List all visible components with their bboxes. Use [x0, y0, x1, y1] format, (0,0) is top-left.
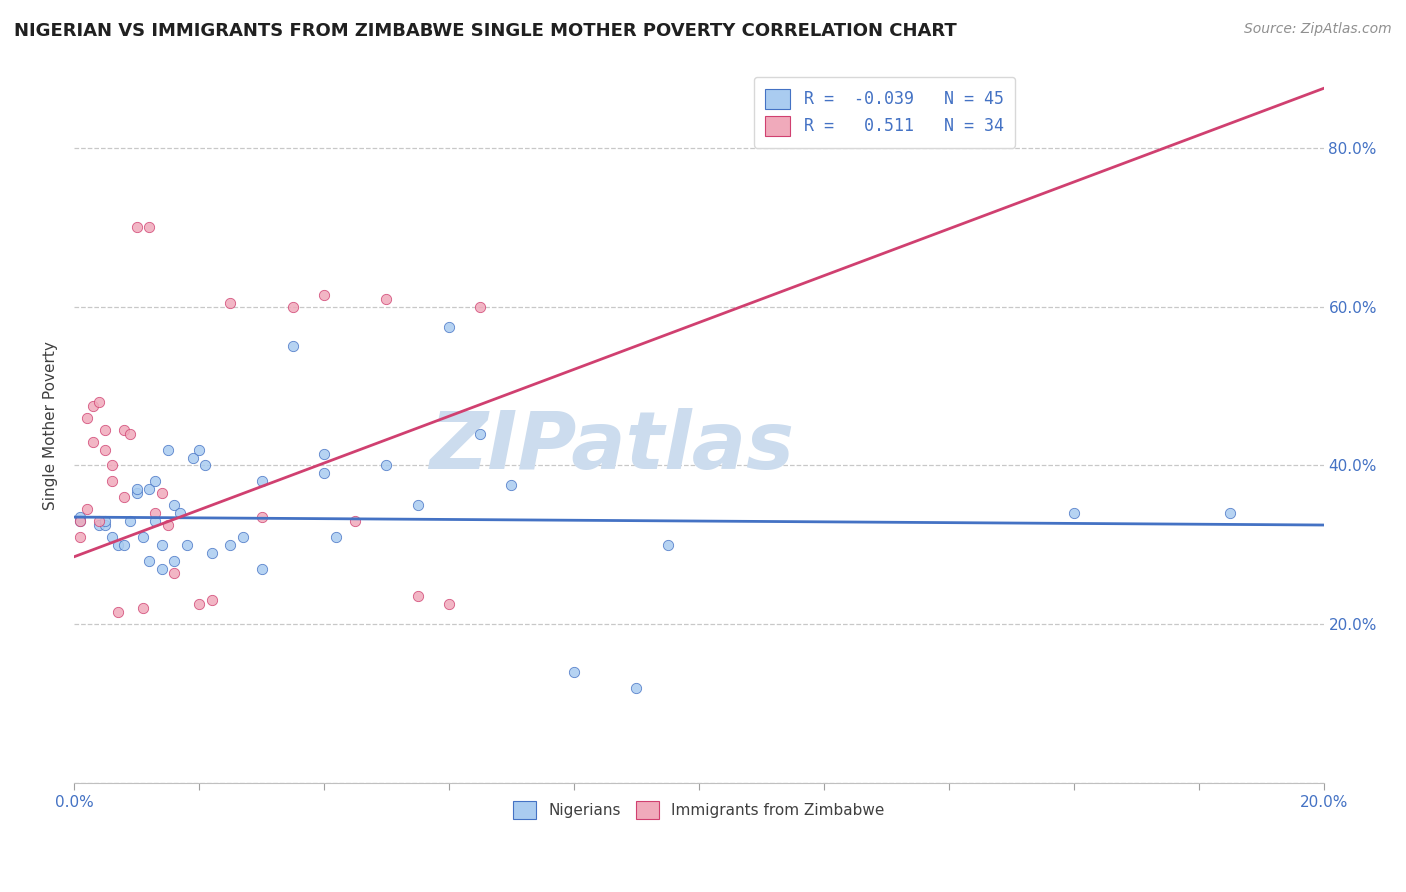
Point [194, 458, 217, 473]
Point [87, 395, 110, 409]
Point [132, 530, 155, 544]
Point [143, 514, 166, 528]
Point [219, 538, 242, 552]
Point [1063, 506, 1085, 520]
Point [470, 300, 492, 314]
Point [120, 426, 142, 441]
Point [163, 566, 186, 580]
Point [125, 220, 148, 235]
Point [143, 506, 166, 520]
Point [1219, 506, 1241, 520]
Point [188, 598, 211, 612]
Point [100, 475, 122, 489]
Point [112, 490, 135, 504]
Point [138, 483, 160, 497]
Point [107, 538, 129, 552]
Text: NIGERIAN VS IMMIGRANTS FROM ZIMBABWE SINGLE MOTHER POVERTY CORRELATION CHART: NIGERIAN VS IMMIGRANTS FROM ZIMBABWE SIN… [14, 22, 957, 40]
Point [125, 483, 148, 497]
Point [312, 467, 335, 481]
Point [69, 514, 91, 528]
Point [169, 506, 191, 520]
Y-axis label: Single Mother Poverty: Single Mother Poverty [44, 342, 58, 510]
Point [250, 475, 273, 489]
Point [94, 514, 117, 528]
Point [281, 300, 304, 314]
Point [312, 287, 335, 301]
Point [200, 593, 222, 607]
Point [281, 339, 304, 353]
Point [76, 502, 98, 516]
Legend: Nigerians, Immigrants from Zimbabwe: Nigerians, Immigrants from Zimbabwe [508, 795, 890, 825]
Point [232, 530, 254, 544]
Point [406, 590, 429, 604]
Point [344, 514, 367, 528]
Point [375, 292, 398, 306]
Point [76, 410, 98, 425]
Point [250, 562, 273, 576]
Point [107, 605, 129, 619]
Point [181, 450, 204, 465]
Point [100, 458, 122, 473]
Point [125, 486, 148, 500]
Point [176, 538, 198, 552]
Point [69, 514, 91, 528]
Text: Source: ZipAtlas.com: Source: ZipAtlas.com [1244, 22, 1392, 37]
Point [112, 423, 135, 437]
Point [219, 295, 242, 310]
Text: ZIPatlas: ZIPatlas [429, 409, 794, 486]
Point [87, 514, 110, 528]
Point [156, 518, 179, 533]
Point [437, 598, 460, 612]
Point [501, 478, 523, 492]
Point [657, 538, 679, 552]
Point [562, 665, 585, 679]
Point [325, 530, 347, 544]
Point [375, 458, 398, 473]
Point [82, 399, 104, 413]
Point [138, 220, 160, 235]
Point [406, 498, 429, 512]
Point [69, 530, 91, 544]
Point [94, 442, 117, 457]
Point [156, 442, 179, 457]
Point [437, 319, 460, 334]
Point [143, 475, 166, 489]
Point [82, 434, 104, 449]
Point [200, 546, 222, 560]
Point [87, 518, 110, 533]
Point [312, 446, 335, 460]
Point [100, 530, 122, 544]
Point [250, 510, 273, 524]
Point [163, 498, 186, 512]
Point [132, 601, 155, 615]
Point [138, 554, 160, 568]
Point [163, 554, 186, 568]
Point [112, 538, 135, 552]
Point [94, 518, 117, 533]
Point [94, 423, 117, 437]
Point [150, 486, 173, 500]
Point [470, 426, 492, 441]
Point [188, 442, 211, 457]
Point [150, 562, 173, 576]
Point [69, 510, 91, 524]
Point [626, 681, 648, 695]
Point [150, 538, 173, 552]
Point [120, 514, 142, 528]
